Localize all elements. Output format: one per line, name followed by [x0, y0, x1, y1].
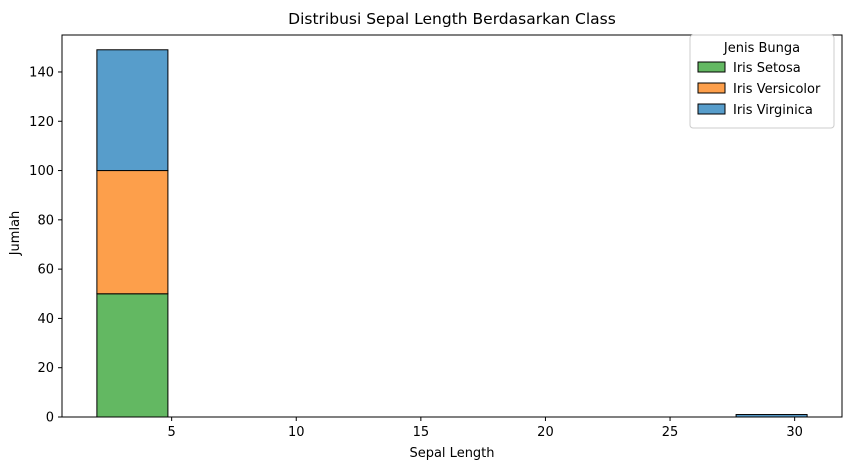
y-tick-label: 100 — [29, 164, 54, 179]
legend-swatch — [697, 103, 726, 115]
plot-area: 5 10 15 20 25 30 0 20 40 60 80 100 120 140 — [29, 34, 843, 440]
legend: Jenis Bunga Iris Setosa Iris Versicolor Ir… — [689, 34, 835, 129]
legend-title: Jenis Bunga — [723, 41, 800, 56]
legend-label: Iris Setosa — [733, 61, 801, 76]
legend-swatch — [697, 82, 726, 94]
y-tick-label: 140 — [29, 65, 54, 80]
y-tick-label: 20 — [37, 361, 54, 376]
x-tick-label: 30 — [786, 425, 803, 440]
y-tick-label: 0 — [46, 411, 54, 426]
chart-title: Distribusi Sepal Length Berdasarkan Clas… — [288, 10, 616, 28]
bar-iris-setosa-bin-0 — [96, 293, 169, 418]
axes-frame — [61, 34, 843, 418]
x-tick-label: 20 — [537, 425, 554, 440]
x-axis-title: Sepal Length — [409, 446, 494, 461]
bar-iris-versicolor-bin-0 — [96, 170, 169, 295]
legend-label: Iris Virginica — [733, 103, 813, 118]
legend-swatch — [697, 61, 726, 73]
y-tick-label: 60 — [37, 263, 54, 278]
x-tick-label: 5 — [168, 425, 176, 440]
x-tick-label: 10 — [288, 425, 305, 440]
y-tick-label: 40 — [37, 312, 54, 327]
bar-iris-virginica-bin-0 — [96, 49, 169, 172]
legend-box — [689, 34, 835, 129]
y-axis-title: Jumlah — [8, 211, 23, 257]
legend-label: Iris Versicolor — [733, 82, 821, 97]
y-tick-label: 120 — [29, 115, 54, 130]
y-tick-label: 80 — [37, 213, 54, 228]
x-tick-label: 15 — [413, 425, 430, 440]
x-tick-label: 25 — [662, 425, 679, 440]
